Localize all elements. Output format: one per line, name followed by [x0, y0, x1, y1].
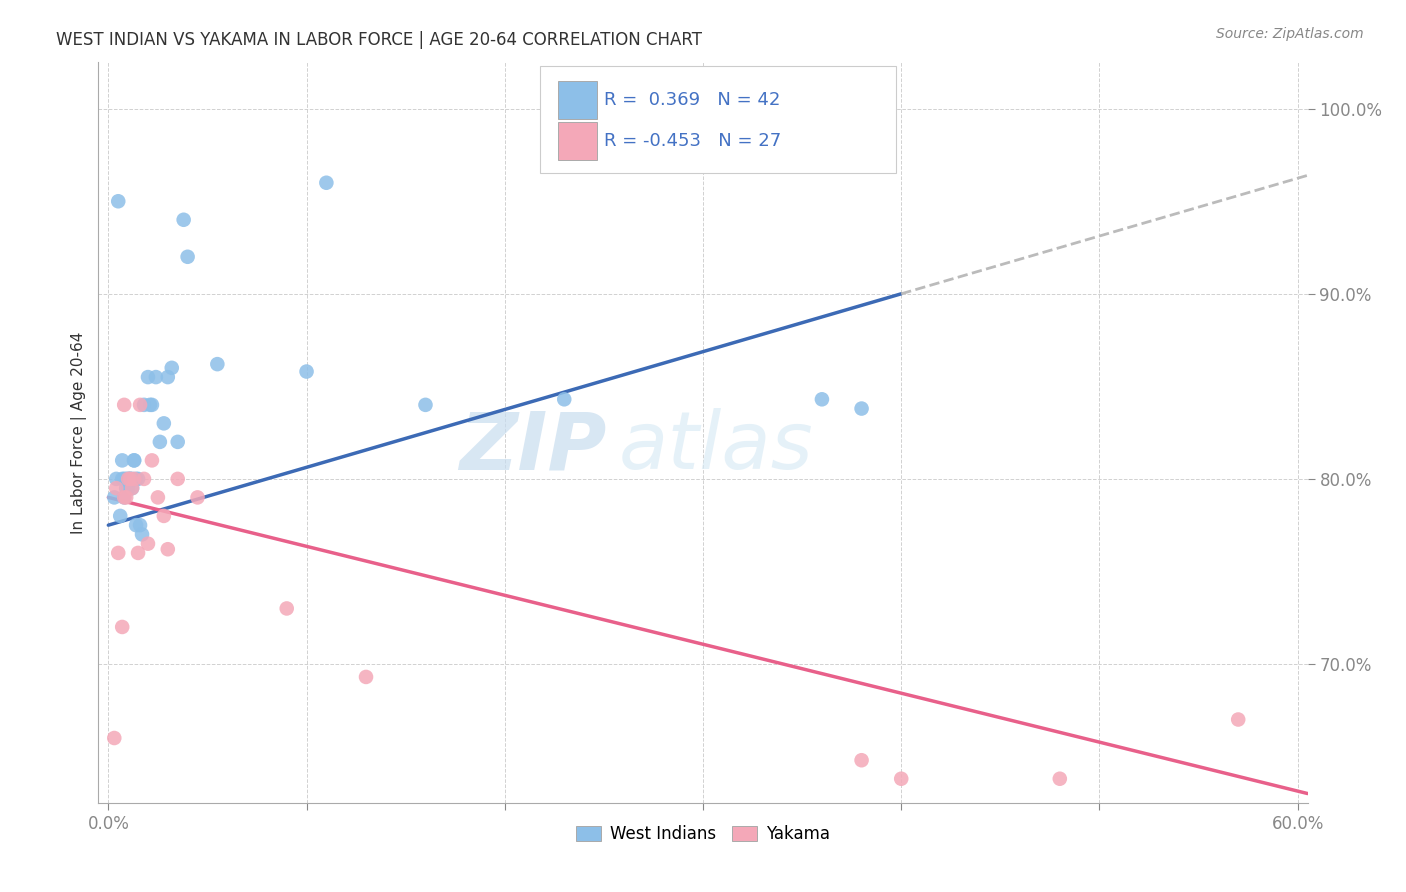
Point: [415, 398, 437, 412]
Point: [122, 472, 145, 486]
Point: [173, 212, 195, 227]
Text: R =  0.369   N = 42: R = 0.369 N = 42: [603, 91, 780, 109]
Point: [127, 546, 149, 560]
FancyBboxPatch shape: [558, 121, 596, 161]
Text: WEST INDIAN VS YAKAMA IN LABOR FORCE | AGE 20-64 CORRELATION CHART: WEST INDIAN VS YAKAMA IN LABOR FORCE | A…: [56, 31, 702, 49]
Text: atlas: atlas: [619, 409, 813, 486]
Point: [120, 472, 142, 486]
Point: [131, 527, 153, 541]
FancyBboxPatch shape: [540, 66, 897, 173]
Point: [112, 472, 135, 486]
Point: [117, 472, 139, 486]
Point: [112, 398, 135, 412]
Point: [117, 472, 139, 486]
Point: [105, 472, 128, 486]
Point: [121, 481, 143, 495]
Point: [166, 472, 188, 486]
Point: [141, 398, 163, 412]
Point: [145, 370, 167, 384]
Point: [112, 491, 135, 505]
Point: [811, 392, 834, 407]
Point: [115, 472, 138, 486]
Point: [111, 453, 134, 467]
Point: [851, 753, 873, 767]
Point: [125, 518, 148, 533]
Point: [132, 472, 155, 486]
Point: [105, 481, 128, 495]
Point: [110, 508, 132, 523]
Point: [354, 670, 377, 684]
Text: R = -0.453   N = 27: R = -0.453 N = 27: [603, 132, 782, 150]
Point: [207, 357, 229, 371]
Point: [553, 392, 575, 407]
Point: [136, 370, 159, 384]
Point: [156, 370, 179, 384]
Point: [103, 491, 125, 505]
Point: [127, 472, 149, 486]
Point: [186, 491, 208, 505]
Point: [115, 481, 138, 495]
Point: [851, 401, 873, 416]
Point: [315, 176, 337, 190]
Point: [166, 434, 188, 449]
Point: [139, 398, 162, 412]
Point: [153, 508, 176, 523]
Point: [149, 434, 172, 449]
Point: [122, 453, 145, 467]
Point: [120, 472, 142, 486]
Point: [129, 518, 152, 533]
Point: [153, 417, 176, 431]
Point: [156, 542, 179, 557]
Point: [117, 481, 139, 495]
Point: [112, 491, 135, 505]
Point: [146, 491, 169, 505]
Legend: West Indians, Yakama: West Indians, Yakama: [569, 819, 837, 850]
Point: [1049, 772, 1071, 786]
Point: [1227, 713, 1250, 727]
Point: [111, 620, 134, 634]
Point: [276, 601, 298, 615]
Point: [295, 365, 318, 379]
Point: [107, 546, 129, 560]
Y-axis label: In Labor Force | Age 20-64: In Labor Force | Age 20-64: [72, 332, 87, 533]
Point: [890, 772, 912, 786]
Point: [121, 472, 143, 486]
Point: [107, 194, 129, 209]
Point: [160, 360, 183, 375]
Point: [103, 731, 125, 745]
Point: [176, 250, 198, 264]
Point: [129, 398, 152, 412]
Point: [121, 481, 143, 495]
Point: [132, 398, 155, 412]
Text: Source: ZipAtlas.com: Source: ZipAtlas.com: [1216, 27, 1364, 41]
FancyBboxPatch shape: [558, 81, 596, 120]
Point: [111, 472, 134, 486]
Point: [120, 472, 142, 486]
Text: ZIP: ZIP: [458, 409, 606, 486]
Point: [136, 536, 159, 550]
Point: [122, 453, 145, 467]
Point: [141, 453, 163, 467]
Point: [125, 472, 148, 486]
Point: [115, 491, 138, 505]
